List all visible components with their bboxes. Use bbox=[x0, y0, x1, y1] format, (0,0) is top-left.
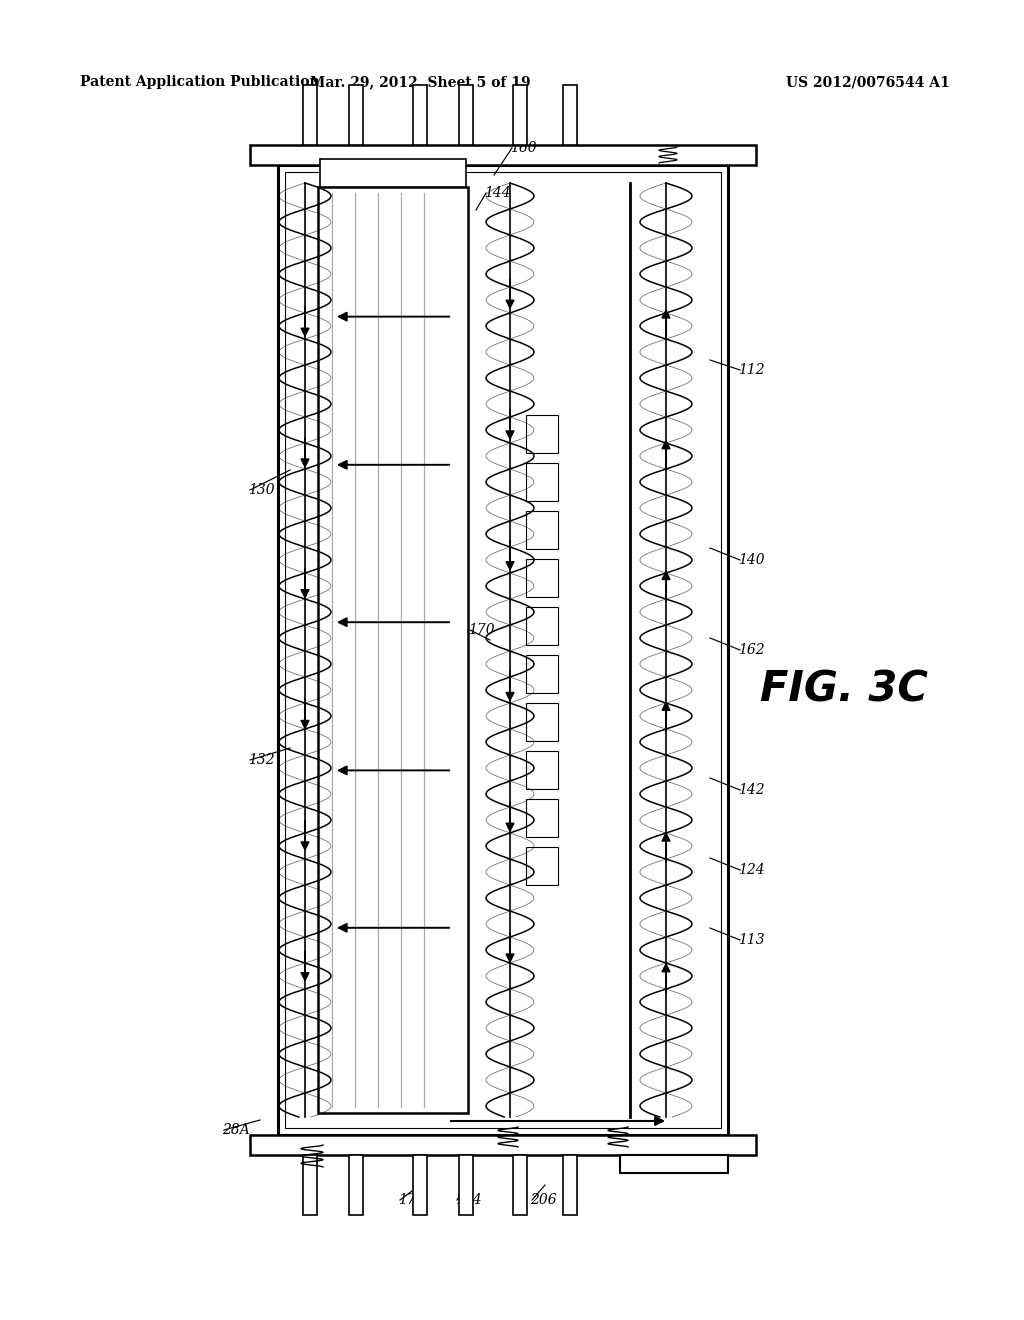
Bar bbox=[303, 84, 317, 145]
Bar bbox=[513, 84, 527, 145]
Text: 206: 206 bbox=[530, 1193, 557, 1206]
Text: 112: 112 bbox=[738, 363, 765, 378]
Bar bbox=[526, 558, 558, 597]
Text: 140: 140 bbox=[738, 553, 765, 568]
Text: US 2012/0076544 A1: US 2012/0076544 A1 bbox=[786, 75, 950, 88]
Bar bbox=[563, 1155, 577, 1214]
Bar bbox=[318, 187, 468, 1113]
Text: Patent Application Publication: Patent Application Publication bbox=[80, 75, 319, 88]
Bar bbox=[278, 165, 728, 1135]
Bar bbox=[563, 84, 577, 145]
Bar bbox=[526, 463, 558, 502]
Text: 142: 142 bbox=[738, 783, 765, 797]
Text: 160: 160 bbox=[510, 141, 537, 154]
Text: 132: 132 bbox=[248, 752, 274, 767]
Bar bbox=[620, 1155, 728, 1173]
Bar bbox=[413, 1155, 427, 1214]
Text: 114: 114 bbox=[378, 186, 404, 201]
Bar bbox=[526, 799, 558, 837]
Bar bbox=[303, 1155, 317, 1214]
Text: 144: 144 bbox=[484, 186, 511, 201]
Text: 28A: 28A bbox=[222, 1123, 250, 1137]
Text: Mar. 29, 2012  Sheet 5 of 19: Mar. 29, 2012 Sheet 5 of 19 bbox=[309, 75, 530, 88]
Bar bbox=[513, 1155, 527, 1214]
Text: 172: 172 bbox=[398, 1193, 425, 1206]
Bar bbox=[319, 158, 466, 187]
Text: 134: 134 bbox=[455, 1193, 481, 1206]
Bar bbox=[413, 84, 427, 145]
Bar bbox=[526, 511, 558, 549]
Bar bbox=[526, 607, 558, 645]
Bar bbox=[526, 704, 558, 741]
Text: 116: 116 bbox=[322, 186, 348, 201]
Text: 162: 162 bbox=[738, 643, 765, 657]
Text: 130: 130 bbox=[248, 483, 274, 498]
Bar bbox=[349, 84, 362, 145]
Text: 170: 170 bbox=[468, 623, 495, 638]
Bar bbox=[285, 172, 721, 1129]
Text: FIG. 3C: FIG. 3C bbox=[760, 669, 928, 711]
Bar bbox=[459, 1155, 473, 1214]
Bar bbox=[459, 84, 473, 145]
Bar bbox=[250, 145, 756, 165]
Bar bbox=[526, 414, 558, 453]
Text: 113: 113 bbox=[738, 933, 765, 946]
Text: 124: 124 bbox=[738, 863, 765, 876]
Bar bbox=[349, 1155, 362, 1214]
Bar bbox=[526, 655, 558, 693]
Bar bbox=[250, 1135, 756, 1155]
Bar bbox=[526, 847, 558, 884]
Bar bbox=[526, 751, 558, 789]
